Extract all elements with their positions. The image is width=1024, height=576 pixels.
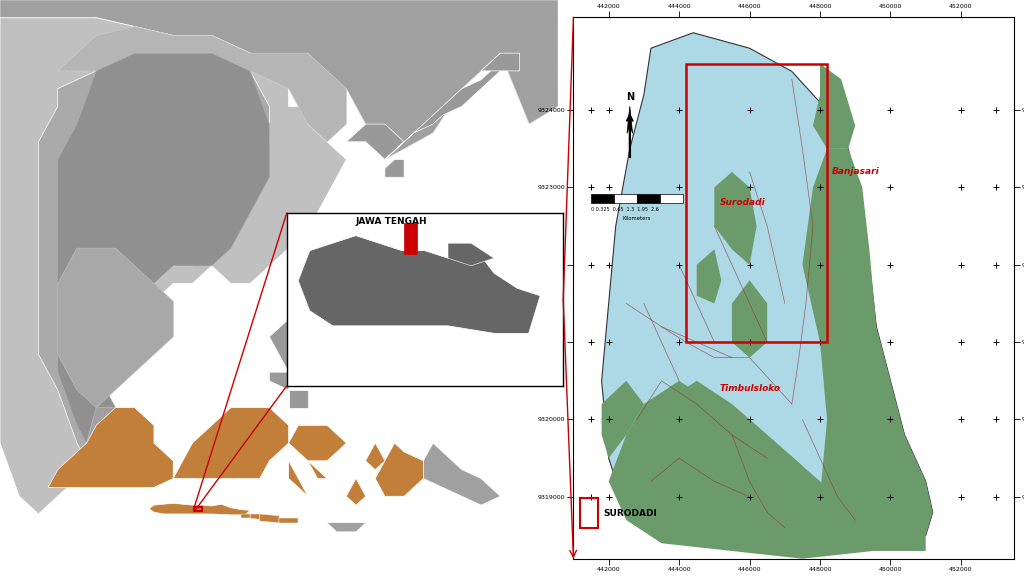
Polygon shape [644, 381, 820, 512]
Polygon shape [57, 248, 173, 408]
Text: N: N [626, 92, 634, 103]
Polygon shape [289, 461, 308, 497]
Polygon shape [39, 53, 269, 479]
Polygon shape [250, 514, 260, 520]
Text: Surodadi: Surodadi [720, 198, 765, 207]
Polygon shape [241, 514, 250, 518]
Text: 0 0.325  0.65  1.3  1.95  2.6: 0 0.325 0.65 1.3 1.95 2.6 [591, 207, 658, 211]
Polygon shape [87, 408, 135, 461]
Polygon shape [48, 408, 173, 487]
Bar [591, 194, 614, 203]
Bar [686, 64, 827, 342]
Polygon shape [602, 381, 644, 458]
Polygon shape [715, 172, 757, 265]
Polygon shape [289, 230, 308, 248]
Polygon shape [803, 149, 933, 543]
Polygon shape [327, 523, 366, 532]
Text: JAWA TENGAH: JAWA TENGAH [355, 217, 427, 226]
Polygon shape [0, 18, 346, 514]
Text: Banjasari: Banjasari [831, 168, 880, 176]
Polygon shape [260, 514, 279, 523]
Text: SURODADI: SURODADI [603, 509, 657, 518]
Polygon shape [0, 0, 558, 160]
Polygon shape [289, 425, 346, 461]
Polygon shape [57, 53, 269, 461]
Polygon shape [346, 479, 366, 505]
Polygon shape [608, 381, 926, 559]
Polygon shape [385, 53, 519, 160]
Polygon shape [346, 124, 404, 160]
Polygon shape [813, 64, 855, 149]
Polygon shape [447, 243, 494, 266]
Polygon shape [269, 372, 289, 390]
Polygon shape [481, 53, 519, 71]
Text: Kilometers: Kilometers [623, 216, 651, 221]
Polygon shape [375, 443, 423, 497]
Polygon shape [308, 461, 327, 479]
Bar [659, 194, 683, 203]
Polygon shape [385, 160, 404, 177]
Polygon shape [289, 390, 308, 408]
Polygon shape [627, 106, 633, 133]
Polygon shape [696, 249, 721, 304]
Polygon shape [366, 443, 385, 469]
Polygon shape [269, 301, 327, 372]
Polygon shape [602, 33, 933, 551]
Bar [637, 194, 659, 203]
Bar [404, 223, 417, 255]
Polygon shape [279, 518, 298, 523]
Polygon shape [423, 443, 501, 505]
Polygon shape [732, 281, 767, 358]
Bar [581, 498, 598, 528]
Text: Timbulsloko: Timbulsloko [719, 384, 780, 393]
Polygon shape [298, 236, 540, 334]
Bar [614, 194, 637, 203]
Bar [195, 507, 202, 511]
Polygon shape [150, 503, 250, 515]
Polygon shape [57, 26, 346, 142]
Polygon shape [173, 408, 289, 479]
